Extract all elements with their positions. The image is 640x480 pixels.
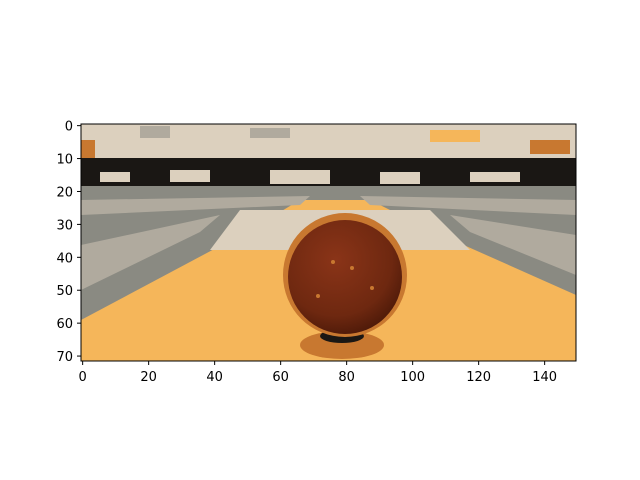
y-tick-label: 10: [56, 153, 73, 168]
wall-patch: [530, 140, 570, 154]
x-tick-label: 0: [79, 370, 87, 385]
ball-reflection: [331, 260, 335, 264]
pin-area: [470, 172, 520, 182]
ball-reflection: [316, 294, 320, 298]
pin-area: [380, 172, 420, 184]
y-axis: 0 10 20 30 40 50 60 70: [56, 120, 81, 365]
wall-patch: [140, 126, 170, 138]
y-tick-label: 60: [56, 317, 73, 332]
image-area: [81, 124, 576, 361]
wall-patch: [430, 130, 480, 142]
y-tick-label: 30: [56, 218, 73, 233]
y-tick-label: 70: [56, 350, 73, 365]
x-tick-label: 140: [532, 370, 557, 385]
x-tick-label: 80: [338, 370, 355, 385]
y-tick-label: 0: [65, 120, 73, 135]
right-gutter-stripe: [450, 215, 576, 275]
right-gutter-edge: [360, 196, 576, 215]
x-tick-label: 120: [466, 370, 491, 385]
x-axis: 0 20 40 60 80 100 120 140: [79, 361, 557, 385]
pin-area: [100, 172, 130, 182]
x-tick-label: 20: [140, 370, 157, 385]
wall-patch: [81, 140, 95, 160]
left-gutter-stripe: [81, 215, 220, 290]
bowling-ball: [288, 220, 402, 334]
x-tick-label: 100: [400, 370, 425, 385]
x-tick-label: 60: [272, 370, 289, 385]
wall-patch: [250, 128, 290, 138]
y-tick-label: 40: [56, 251, 73, 266]
y-tick-label: 20: [56, 185, 73, 200]
ball-reflection: [370, 286, 374, 290]
pin-area: [170, 170, 210, 182]
left-gutter-edge: [81, 196, 310, 215]
axes-frame: [80, 123, 577, 362]
x-tick-label: 40: [206, 370, 223, 385]
pin-area: [270, 170, 330, 184]
y-tick-label: 50: [56, 284, 73, 299]
ball-reflection: [350, 266, 354, 270]
